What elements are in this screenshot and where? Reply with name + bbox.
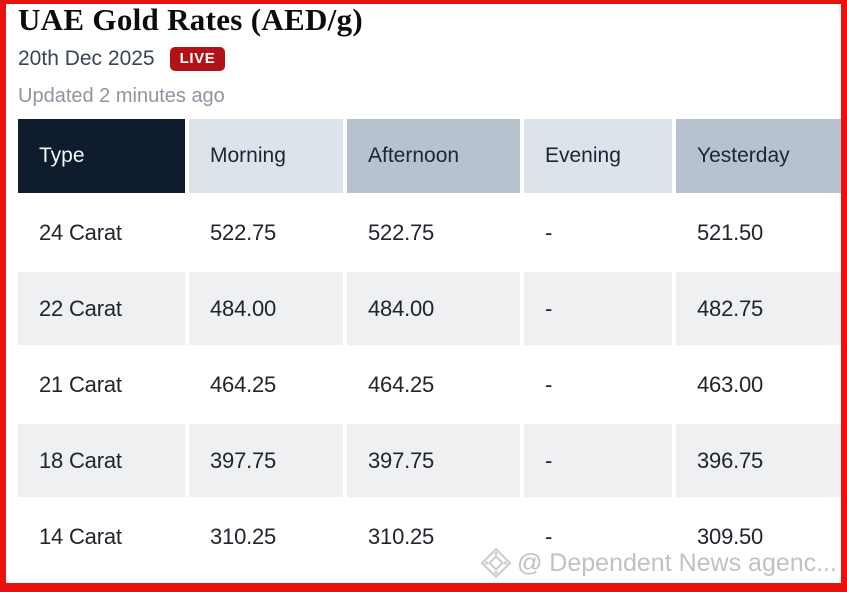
cell-evening: - [524, 348, 672, 421]
cell-yesterday: 482.75 [676, 272, 841, 345]
row-label: 18 Carat [18, 424, 185, 497]
row-label: 24 Carat [18, 196, 185, 269]
gold-rates-table: Type Morning Afternoon Evening Yesterday 24 … [14, 116, 841, 576]
live-badge: LIVE [169, 47, 226, 71]
column-header-type: Type [18, 119, 185, 193]
cell-morning: 522.75 [189, 196, 343, 269]
cell-yesterday: 309.50 [676, 500, 841, 573]
column-header-yesterday: Yesterday [676, 119, 841, 193]
column-header-afternoon: Afternoon [347, 119, 520, 193]
table-header-row: Type Morning Afternoon Evening Yesterday [18, 119, 841, 193]
cell-afternoon: 484.00 [347, 272, 520, 345]
cell-evening: - [524, 500, 672, 573]
cell-afternoon: 310.25 [347, 500, 520, 573]
cell-yesterday: 463.00 [676, 348, 841, 421]
column-header-morning: Morning [189, 119, 343, 193]
row-label: 21 Carat [18, 348, 185, 421]
table-row-14-carat: 14 Carat 310.25 310.25-309.50 [18, 500, 841, 573]
updated-status: Updated 2 minutes ago [18, 85, 225, 107]
table-row-21-carat: 21 Carat 464.25 464.25-463.00 [18, 348, 841, 421]
date-row: 20th Dec 2025 LIVE [18, 47, 841, 71]
cell-afternoon: 464.25 [347, 348, 520, 421]
cell-afternoon: 522.75 [347, 196, 520, 269]
cell-morning: 310.25 [189, 500, 343, 573]
page-title: UAE Gold Rates (AED/g) [18, 2, 364, 37]
cell-morning: 397.75 [189, 424, 343, 497]
date-label: 20th Dec 2025 [18, 47, 155, 70]
row-label: 14 Carat [18, 500, 185, 573]
table-row-22-carat: 22 Carat 484.00 484.00-482.75 [18, 272, 841, 345]
cell-evening: - [524, 272, 672, 345]
cell-evening: - [524, 196, 672, 269]
cell-yesterday: 396.75 [676, 424, 841, 497]
cell-morning: 484.00 [189, 272, 343, 345]
row-label: 22 Carat [18, 272, 185, 345]
column-header-evening: Evening [524, 119, 672, 193]
table-row-24-carat: 24 Carat 522.75 522.75-521.50 [18, 196, 841, 269]
table-row-18-carat: 18 Carat 397.75 397.75-396.75 [18, 424, 841, 497]
cell-evening: - [524, 424, 672, 497]
cell-afternoon: 397.75 [347, 424, 520, 497]
cell-morning: 464.25 [189, 348, 343, 421]
cell-yesterday: 521.50 [676, 196, 841, 269]
